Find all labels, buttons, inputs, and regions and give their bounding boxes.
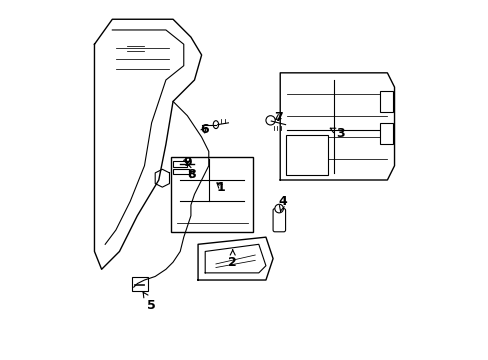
Circle shape: [265, 116, 275, 125]
Circle shape: [274, 204, 283, 213]
Ellipse shape: [213, 121, 218, 129]
Bar: [132, 277, 148, 291]
Text: 9: 9: [183, 156, 191, 169]
Text: 2: 2: [228, 250, 237, 269]
Text: 6: 6: [200, 123, 208, 136]
FancyBboxPatch shape: [171, 157, 253, 232]
FancyBboxPatch shape: [272, 208, 285, 232]
Text: 8: 8: [187, 168, 196, 181]
Bar: [173, 161, 186, 167]
Ellipse shape: [230, 241, 237, 248]
Text: 3: 3: [329, 127, 345, 140]
Text: 4: 4: [278, 195, 287, 211]
Polygon shape: [198, 237, 272, 280]
FancyBboxPatch shape: [285, 135, 328, 175]
Polygon shape: [280, 73, 394, 180]
Bar: [173, 169, 188, 174]
Bar: [380, 91, 392, 112]
Text: 7: 7: [273, 111, 282, 124]
Text: 5: 5: [143, 292, 156, 311]
Bar: [380, 123, 392, 144]
Text: 1: 1: [217, 181, 225, 194]
